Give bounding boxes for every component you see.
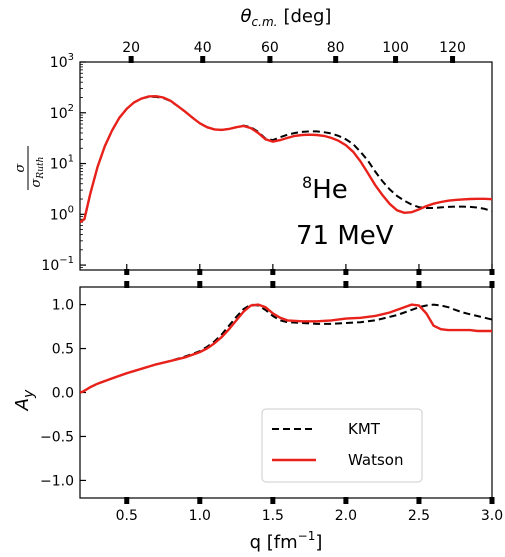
top-y-label-den-base: σ xyxy=(29,177,44,187)
top-xtick-mark-4 xyxy=(416,269,422,275)
bottom-xtick-label-1: 1.0 xyxy=(189,508,211,524)
top-axis-tick-label-2: 60 xyxy=(261,40,279,56)
bottom-y-label-sub: y xyxy=(21,389,37,399)
bottom-ytick-label-4: −1.0 xyxy=(40,473,74,489)
bottom-x-label: q [fm−1] xyxy=(250,529,323,553)
bottom-x-label-exp: −1 xyxy=(298,529,316,543)
top-axis-tick-2 xyxy=(267,56,273,63)
bottom-xtick-0 xyxy=(124,497,130,504)
bottom-x-ticks: 0.5 1.0 1.5 2.0 2.5 3.0 xyxy=(116,281,503,524)
bottom-xtick-top-4 xyxy=(416,281,422,288)
legend-watson-label: Watson xyxy=(348,451,403,469)
top-axis-tick-label-5: 120 xyxy=(439,40,466,56)
top-y-label-numerator: σ xyxy=(13,162,28,172)
top-ytick-label-0: 103 xyxy=(50,52,74,71)
top-axis-title-base: θ xyxy=(241,6,252,27)
top-xtick-mark-5 xyxy=(489,269,495,275)
top-ytick-label-base-3: 10 xyxy=(50,207,68,223)
bottom-y-ticks: 1.0 0.5 0.0 −0.5 −1.0 xyxy=(40,298,86,489)
bottom-ytick-label-0: 1.0 xyxy=(52,298,74,314)
bottom-xtick-top-2 xyxy=(270,281,276,288)
top-ytick-label-exp-4: −1 xyxy=(59,255,74,266)
top-plot-frame xyxy=(79,61,493,271)
bottom-xtick-label-4: 2.5 xyxy=(408,508,430,524)
bottom-xtick-top-5 xyxy=(489,281,495,288)
bottom-ytick-label-3: −0.5 xyxy=(40,429,74,445)
bottom-xtick-4 xyxy=(416,497,422,504)
top-axis-tick-4 xyxy=(393,56,399,63)
top-ytick-label-exp-2: 1 xyxy=(68,154,74,165)
bottom-xtick-2 xyxy=(270,497,276,504)
top-axis-tick-label-4: 100 xyxy=(382,40,409,56)
bottom-xtick-label-0: 0.5 xyxy=(116,508,138,524)
bottom-xtick-top-1 xyxy=(197,281,203,288)
top-axis-tick-0 xyxy=(128,56,134,63)
bottom-y-label-base: A xyxy=(12,398,33,411)
top-axis-tick-5 xyxy=(450,56,456,63)
bottom-xtick-label-3: 2.0 xyxy=(335,508,357,524)
bottom-ytick-label-1: 0.5 xyxy=(52,342,74,358)
bottom-xtick-top-3 xyxy=(343,281,349,288)
top-y-label-denominator: σRuth xyxy=(29,157,46,188)
isotope-mass: 8 xyxy=(302,173,312,192)
bottom-y-label: Ay xyxy=(12,389,37,411)
top-xtick-mark-2 xyxy=(270,269,276,275)
bottom-xtick-1 xyxy=(197,497,203,504)
isotope-symbol: He xyxy=(312,175,348,205)
top-ytick-label-4: 10−1 xyxy=(41,255,74,274)
legend: KMT Watson xyxy=(261,408,423,483)
top-ytick-label-base-2: 10 xyxy=(50,157,68,173)
top-ytick-label-base-0: 10 xyxy=(50,55,68,71)
isotope-annotation: 8He xyxy=(302,173,348,205)
bottom-panel: 1.00.50.0−0.5−1.0 0.5 1.0 1.5 2.0 2.5 3.0 Ay … xyxy=(12,281,503,553)
top-xtick-mark-3 xyxy=(343,269,349,275)
top-ytick-label-3: 100 xyxy=(50,204,74,223)
top-ytick-label-1: 102 xyxy=(50,103,74,122)
top-series-watson-line xyxy=(80,94,492,224)
top-axis-ticks: 20 40 60 80 100 120 xyxy=(122,40,466,63)
top-axis-title-unit: [deg] xyxy=(283,6,331,27)
top-axis-title: θc.m. [deg] xyxy=(241,6,332,29)
top-xtick-mark-1 xyxy=(197,269,203,275)
bottom-xtick-label-5: 3.0 xyxy=(481,508,503,524)
top-x-ticks xyxy=(124,264,495,275)
bottom-xtick-label-2: 1.5 xyxy=(262,508,284,524)
top-ytick-label-exp-1: 2 xyxy=(68,103,74,114)
top-axis-tick-label-0: 20 xyxy=(122,40,140,56)
bottom-xtick-5 xyxy=(489,497,495,504)
bottom-x-label-end: ] xyxy=(315,532,322,553)
top-y-label-den-sub: Ruth xyxy=(36,157,46,180)
top-axis-tick-3 xyxy=(333,56,339,63)
top-xtick-mark-0 xyxy=(124,269,130,275)
bottom-x-label-base: q [fm xyxy=(250,532,298,553)
top-axis-tick-label-1: 40 xyxy=(194,40,212,56)
bottom-xtick-3 xyxy=(343,497,349,504)
top-axis-title-sub: c.m. xyxy=(252,15,278,29)
top-ytick-label-base-1: 10 xyxy=(50,106,68,122)
bottom-ytick-label-2: 0.0 xyxy=(52,386,74,402)
top-ytick-label-base-4: 10 xyxy=(41,258,59,274)
top-axis-tick-label-3: 80 xyxy=(327,40,345,56)
bottom-xtick-top-0 xyxy=(124,281,130,288)
bottom-series-watson-line xyxy=(80,303,492,394)
top-series-kmt-line xyxy=(80,95,492,224)
legend-kmt-label: KMT xyxy=(348,420,381,438)
top-ytick-label-exp-0: 3 xyxy=(68,52,74,63)
legend-box xyxy=(261,408,423,483)
top-axis-tick-1 xyxy=(200,56,206,63)
top-ytick-label-exp-3: 0 xyxy=(68,204,74,215)
top-ytick-label-2: 101 xyxy=(50,154,74,173)
top-y-label: σ σRuth xyxy=(13,146,46,190)
energy-annotation: 71 MeV xyxy=(296,221,394,251)
